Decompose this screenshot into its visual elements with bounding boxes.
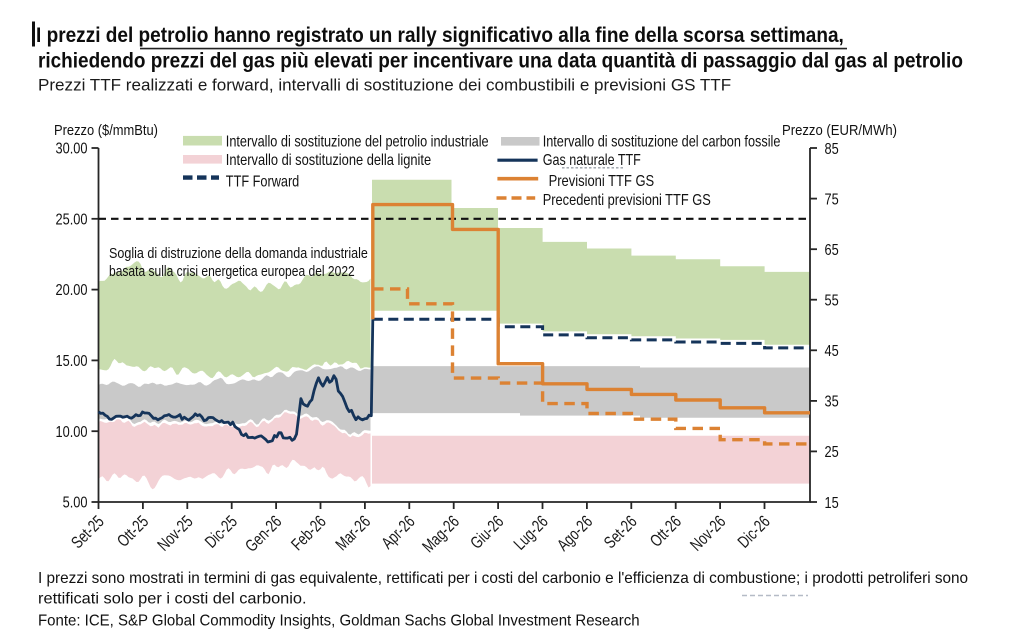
svg-text:Prezzo ($/mmBtu): Prezzo ($/mmBtu) bbox=[54, 121, 158, 138]
svg-text:Intervallo di sostituzione del: Intervallo di sostituzione del petrolio … bbox=[226, 133, 489, 151]
svg-text:Fonte: ICE, S&P Global Commodi: Fonte: ICE, S&P Global Commodity Insight… bbox=[38, 612, 640, 630]
svg-text:richiedendo prezzi del gas più: richiedendo prezzi del gas più elevati p… bbox=[38, 50, 963, 73]
svg-text:55: 55 bbox=[825, 292, 839, 310]
svg-text:basata sulla crisi energetica: basata sulla crisi energetica europea de… bbox=[109, 263, 355, 280]
svg-text:20.00: 20.00 bbox=[56, 282, 88, 300]
svg-text:15: 15 bbox=[825, 495, 839, 513]
svg-text:Intervallo di sostituzione del: Intervallo di sostituzione della lignite bbox=[226, 152, 431, 170]
svg-text:Soglia di distruzione della do: Soglia di distruzione della domanda indu… bbox=[109, 244, 368, 261]
svg-text:5.00: 5.00 bbox=[63, 494, 88, 512]
svg-text:35: 35 bbox=[825, 393, 839, 411]
svg-text:I prezzi del petrolio hanno re: I prezzi del petrolio hanno registrato u… bbox=[36, 24, 844, 47]
svg-text:15.00: 15.00 bbox=[56, 353, 88, 371]
svg-text:45: 45 bbox=[825, 343, 839, 361]
svg-text:Prezzi TTF realizzati e forwar: Prezzi TTF realizzati e forward, interva… bbox=[38, 76, 731, 95]
svg-text:TTF Forward: TTF Forward bbox=[226, 173, 299, 191]
svg-text:75: 75 bbox=[825, 191, 839, 209]
svg-text:10.00: 10.00 bbox=[56, 424, 88, 442]
svg-text:Intervallo di sostituzione del: Intervallo di sostituzione del carbon fo… bbox=[543, 133, 781, 151]
svg-text:rettificati solo per i costi d: rettificati solo per i costi del carboni… bbox=[38, 590, 307, 608]
svg-text:25.00: 25.00 bbox=[56, 211, 88, 229]
svg-text:I prezzi sono mostrati in term: I prezzi sono mostrati in termini di gas… bbox=[38, 570, 968, 587]
svg-text:30.00: 30.00 bbox=[56, 140, 88, 158]
svg-text:85: 85 bbox=[825, 141, 839, 159]
svg-text:Prezzo (EUR/MWh): Prezzo (EUR/MWh) bbox=[782, 121, 897, 138]
svg-text:25: 25 bbox=[825, 444, 839, 462]
svg-text:Previsioni TTF GS: Previsioni TTF GS bbox=[549, 173, 655, 191]
svg-text:Precedenti previsioni TTF GS: Precedenti previsioni TTF GS bbox=[543, 192, 711, 210]
svg-text:Gas naturale TTF: Gas naturale TTF bbox=[543, 152, 641, 170]
svg-text:65: 65 bbox=[825, 242, 839, 260]
